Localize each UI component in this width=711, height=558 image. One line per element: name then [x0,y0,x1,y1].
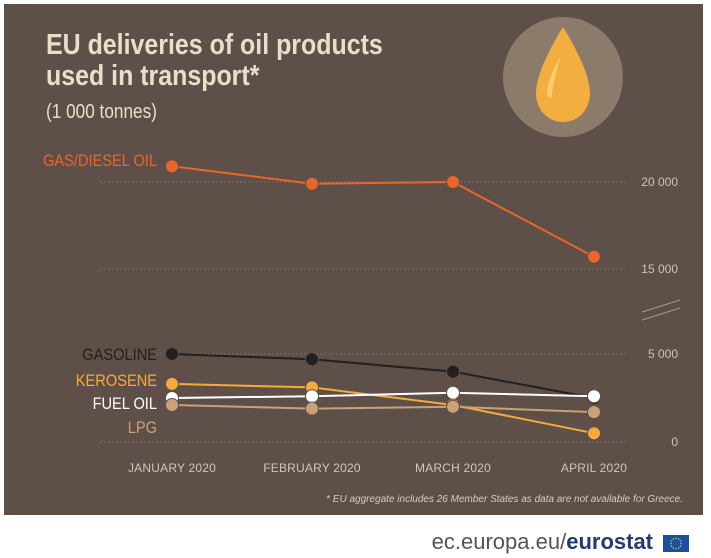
y-tick-label: 20 000 [641,175,678,189]
axis-break-line [641,299,681,313]
legend: GAS/DIESEL OIL GASOLINE KEROSENE FUEL OIL LP… [43,152,157,437]
flag-star [675,548,677,550]
flag-star [670,540,673,542]
data-point [165,398,179,412]
oil-drop-icon [503,17,623,137]
flag-star [680,542,682,545]
flag-star [672,538,675,540]
chart-grid [100,181,625,443]
series-label: GAS/DIESEL OIL [43,152,157,170]
series-label: GASOLINE [82,346,157,364]
data-point [587,405,601,420]
x-axis: JANUARY 2020 FEBRUARY 2020 MARCH 2020 APRIL… [128,461,627,475]
axis-break-line [641,307,681,321]
data-point [587,426,601,441]
flag-star [670,542,672,545]
data-point [446,385,460,400]
data-point [446,364,460,379]
series-label: LPG [128,419,157,437]
series-group [165,159,601,441]
eurostat-link[interactable]: ec.europa.eu/eurostat [432,529,653,555]
y-tick-label: 15 000 [641,262,678,276]
series-line [171,404,595,414]
data-point [446,399,460,414]
flag-star [672,547,675,549]
x-tick-label: JANUARY 2020 [128,461,216,475]
series-line [171,382,595,435]
series-line [171,353,595,399]
series-line [171,391,595,399]
y-tick-label: 0 [671,435,678,449]
eu-flag-icon [663,535,689,552]
data-point [587,389,601,404]
footer-prefix: ec.europa.eu/ [431,529,567,554]
flag-star [677,538,680,540]
data-point [165,376,179,391]
axis-break [641,299,681,321]
data-point [305,401,319,416]
chart-subtitle: (1 000 tonnes) [46,101,157,123]
data-point [446,175,460,189]
footer-brand: eurostat [566,529,653,554]
flag-star [679,545,682,547]
data-point [165,347,179,361]
data-point [305,176,319,191]
x-tick-label: APRIL 2020 [561,461,627,475]
flag-star [675,537,677,539]
y-axis: 0 5 000 15 000 20 000 [641,175,678,449]
data-point [305,352,319,367]
y-tick-label: 5 000 [648,347,678,361]
x-tick-label: FEBRUARY 2020 [263,461,361,475]
x-tick-label: MARCH 2020 [415,461,491,475]
series-label: FUEL OIL [93,395,158,413]
footnote: * EU aggregate includes 26 Member States… [326,494,683,505]
line-chart: 0 5 000 15 000 20 000 JANUARY 2020 FEBRUARY … [43,17,681,475]
data-point [305,389,319,404]
data-point [165,159,179,174]
series-label: KEROSENE [76,372,157,390]
flag-star [670,545,673,547]
data-point [587,249,601,264]
chart-title: EU deliveries of oil products used in tr… [46,29,383,92]
flag-star [677,547,680,549]
flag-star [679,540,682,542]
series-line [171,165,595,258]
